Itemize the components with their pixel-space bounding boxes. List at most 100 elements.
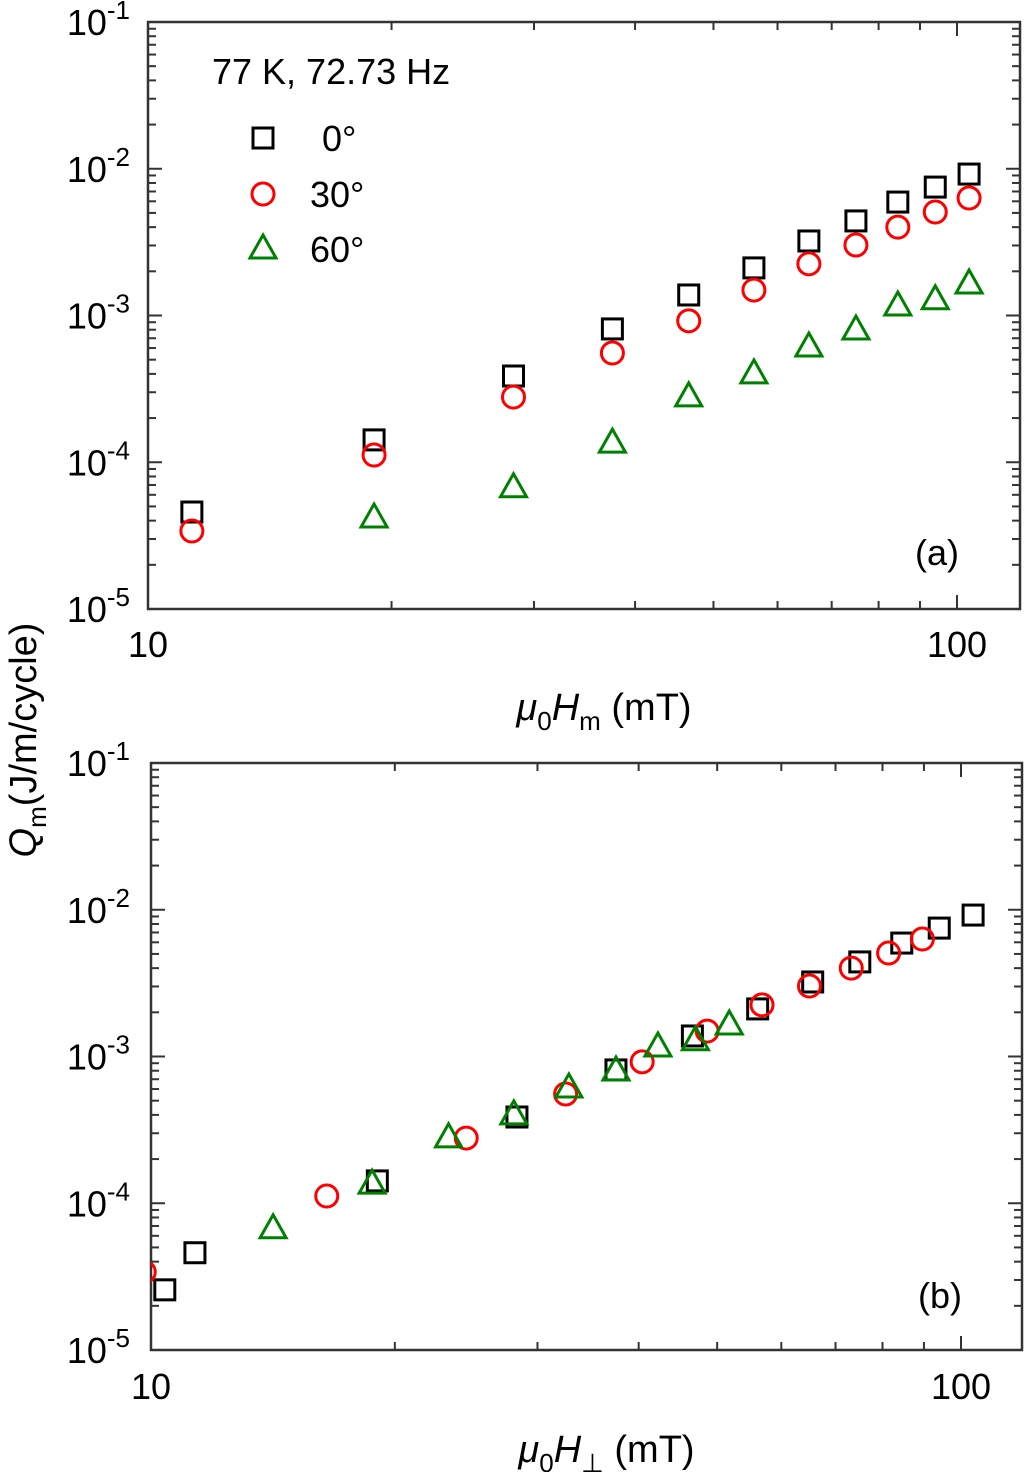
data-point-square — [600, 317, 624, 341]
x-axis-title: μ0Hm (mT) — [515, 687, 691, 736]
y-tick-label: 10-1 — [67, 736, 130, 784]
legend-item: 0° — [251, 118, 356, 159]
x-title-mu: μ — [515, 687, 537, 729]
data-point-square — [927, 916, 951, 940]
data-point-circle — [796, 251, 822, 277]
data-point-triangle — [953, 266, 985, 295]
data-point-circle — [741, 277, 767, 303]
x-tick-label: 10 — [128, 624, 168, 665]
data-point-circle — [876, 940, 902, 966]
data-point-triangle — [497, 470, 530, 499]
legend-label: 60° — [310, 229, 364, 270]
data-point-triangle — [919, 282, 951, 311]
data-point-triangle — [673, 379, 705, 408]
y-tick-base: 10 — [67, 1183, 107, 1224]
y-tick-label: 10-5 — [67, 1323, 130, 1371]
y-tick-exp: -2 — [107, 142, 130, 172]
y-title-sub: m — [22, 806, 52, 828]
plot-frame — [149, 761, 1024, 1352]
data-point-circle — [676, 308, 702, 334]
y-tick-exp: -1 — [107, 736, 130, 766]
data-point-circle — [749, 992, 775, 1018]
data-point-circle — [151, 1261, 157, 1283]
data-point-square — [501, 364, 525, 388]
y-tick-exp: -5 — [107, 582, 130, 612]
data-point-triangle — [356, 1167, 388, 1195]
x-title-sub: m — [579, 706, 601, 736]
y-tick-base: 10 — [67, 743, 107, 784]
legend-circle-icon — [250, 181, 276, 207]
y-tick-label: 10-4 — [67, 1176, 130, 1224]
y-tick-base: 10 — [67, 1330, 107, 1371]
data-point-triangle — [840, 312, 872, 341]
data-point-square — [153, 1278, 177, 1302]
data-point-triangle — [596, 426, 628, 454]
x-title-mu: μ — [517, 1429, 539, 1471]
panel-label: (b) — [918, 1275, 962, 1316]
legend-square-icon — [251, 126, 275, 150]
data-point-circle — [179, 518, 205, 544]
data-point-circle — [553, 1081, 579, 1107]
y-tick-exp: -1 — [107, 0, 130, 25]
y-tick-base: 10 — [67, 149, 107, 190]
data-point-circle — [838, 955, 864, 981]
panel-label: (a) — [915, 532, 959, 573]
data-point-square — [957, 162, 981, 186]
data-point-square — [180, 500, 204, 524]
legend-item: 30° — [250, 174, 364, 215]
x-title-unit: (mT) — [601, 687, 692, 729]
condition-annotation: 77 K, 72.73 Hz — [212, 51, 450, 92]
data-layer — [179, 162, 985, 544]
data-layer — [151, 903, 985, 1302]
y-tick-base: 10 — [67, 2, 107, 43]
x-title-sub0: 0 — [537, 706, 551, 736]
data-point-square — [677, 283, 701, 307]
y-tick-base: 10 — [67, 296, 107, 337]
legend: 0° 30° 60° — [247, 118, 364, 270]
series-circle — [151, 926, 935, 1283]
series-square — [153, 903, 985, 1302]
y-tick-exp: -3 — [107, 1030, 130, 1060]
data-point-triangle — [679, 1023, 711, 1052]
data-point-square — [844, 209, 868, 233]
x-tick-label: 10 — [131, 1366, 171, 1407]
data-point-square — [797, 229, 821, 253]
data-point-triangle — [553, 1070, 585, 1099]
y-tick-label: 10-1 — [67, 0, 130, 43]
data-point-square — [848, 950, 872, 974]
y-tick-base: 10 — [67, 442, 107, 483]
series-triangle — [257, 1007, 745, 1240]
y-title-q: Q — [3, 828, 45, 858]
x-axis-title: μ0H⊥ (mT) — [517, 1429, 694, 1472]
x-title-h: H — [554, 1429, 582, 1471]
data-point-triangle — [738, 356, 770, 385]
y-tick-label: 10-2 — [67, 142, 130, 190]
x-title-unit: (mT) — [604, 1429, 695, 1471]
data-point-triangle — [882, 288, 914, 317]
y-tick-label: 10-4 — [67, 435, 130, 483]
data-point-square — [746, 997, 770, 1021]
data-point-circle — [314, 1183, 340, 1209]
x-title-sub: ⊥ — [581, 1448, 604, 1472]
data-point-triangle — [358, 500, 390, 529]
legend-triangle-icon — [247, 231, 279, 260]
data-point-square — [183, 1241, 207, 1265]
x-tick-label: 100 — [927, 624, 987, 665]
y-tick-label: 10-3 — [67, 289, 130, 337]
y-tick-label: 10-3 — [67, 1030, 130, 1078]
data-point-square — [886, 190, 910, 214]
data-point-square — [680, 1024, 704, 1048]
data-point-circle — [629, 1049, 655, 1075]
data-point-square — [801, 970, 825, 994]
data-point-circle — [956, 185, 982, 211]
data-point-circle — [796, 973, 822, 999]
y-tick-exp: -4 — [107, 1176, 130, 1206]
y-tick-label: 10-2 — [67, 883, 130, 931]
data-point-triangle — [793, 329, 825, 358]
x-title-sub0: 0 — [539, 1448, 553, 1472]
y-tick-exp: -2 — [107, 883, 130, 913]
data-point-circle — [599, 340, 625, 366]
